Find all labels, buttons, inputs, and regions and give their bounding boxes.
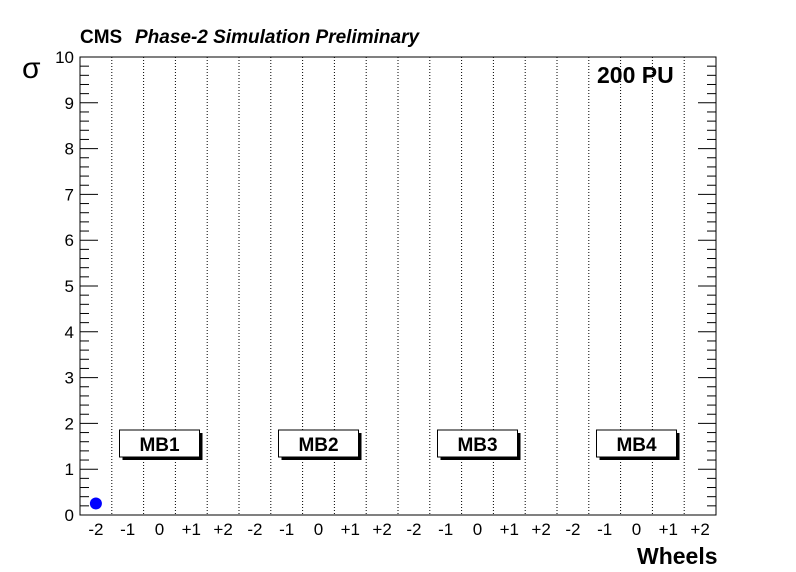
y-tick-label: 6 [65,231,74,250]
station-box-label: MB2 [298,435,338,456]
y-tick-label: 4 [65,323,74,342]
y-tick-label: 0 [65,506,74,525]
station-box-frame [119,429,200,458]
x-tick-label: +2 [372,520,391,539]
y-tick-label: 7 [65,185,74,204]
x-tick-label: 0 [314,520,323,539]
x-tick-label: -2 [247,520,262,539]
x-tick-label: -1 [120,520,135,539]
x-tick-label: -2 [88,520,103,539]
x-tick-label: +1 [182,520,201,539]
pileup-label: 200 PU [597,62,674,88]
x-axis-label: Wheels [637,543,718,569]
x-tick-label: 0 [155,520,164,539]
x-tick-label: -1 [438,520,453,539]
y-axis-label: σ [22,52,41,85]
x-tick-label: +1 [500,520,519,539]
subtitle-label: Phase-2 Simulation Preliminary [135,27,420,48]
y-tick-label: 10 [55,48,74,67]
y-tick-label: 8 [65,140,74,159]
x-tick-label: +1 [659,520,678,539]
station-box-label: MB1 [139,435,180,456]
station-box-mb2: MB2 [278,429,362,460]
station-box-frame [596,429,677,458]
y-tick-label: 2 [65,414,74,433]
y-tick-label: 9 [65,94,74,113]
station-box-label: MB3 [457,435,497,456]
x-tick-label: -2 [406,520,421,539]
x-tick-label: -1 [279,520,294,539]
x-tick-label: -1 [597,520,612,539]
x-tick-label: +2 [531,520,550,539]
x-tick-label: 0 [473,520,482,539]
data-point [89,497,102,510]
station-box-frame [278,429,359,458]
experiment-label: CMS [80,27,123,48]
station-box-mb4: MB4 [596,429,680,460]
y-tick-label: 1 [65,460,74,479]
station-box-frame [437,429,518,458]
station-box-mb1: MB1 [119,429,203,460]
x-tick-label: -2 [565,520,580,539]
x-tick-label: +2 [690,520,709,539]
station-box-label: MB4 [616,435,657,456]
y-tick-label: 5 [65,277,74,296]
station-box-mb3: MB3 [437,429,521,460]
x-tick-label: +2 [213,520,232,539]
x-tick-label: +1 [341,520,360,539]
y-tick-label: 3 [65,369,74,388]
x-tick-label: 0 [632,520,641,539]
